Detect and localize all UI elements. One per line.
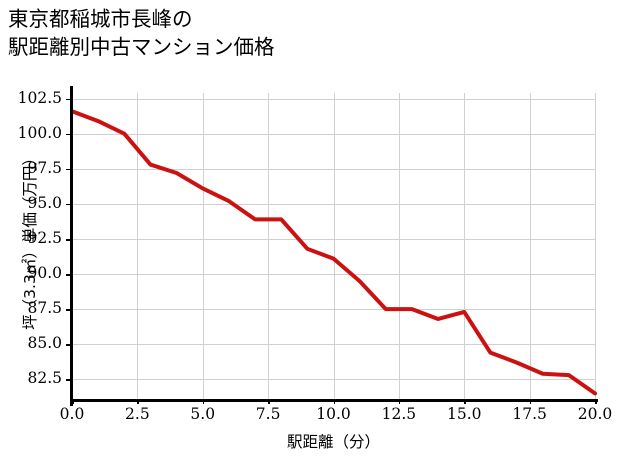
x-tick-label: 12.5 — [381, 405, 417, 423]
x-tick-mark — [268, 399, 270, 404]
y-tick-mark — [66, 203, 71, 206]
x-tick-label: 5.0 — [190, 405, 216, 423]
y-axis-title: 坪（3.3㎡）単価（万円） — [21, 150, 39, 330]
y-tick-mark — [66, 238, 71, 241]
x-tick-label: 2.5 — [125, 405, 150, 423]
y-tick-label: 97.5 — [27, 158, 62, 177]
data-series-svg — [70, 109, 597, 396]
y-tick-label: 87.5 — [27, 299, 62, 318]
y-tick-mark — [66, 309, 71, 311]
x-tick-mark — [529, 399, 532, 404]
y-tick-mark — [66, 133, 71, 136]
y-tick-mark — [66, 98, 71, 101]
y-tick-label: 92.5 — [27, 228, 62, 247]
plot-area — [70, 93, 597, 399]
x-tick-mark — [595, 399, 597, 404]
x-tick-mark — [398, 399, 401, 404]
x-tick-mark — [137, 399, 139, 404]
x-tick-label: 0.0 — [59, 405, 85, 423]
x-axis-title: 駅距離（分） — [286, 433, 380, 451]
gridline-vertical — [595, 93, 596, 399]
y-tick-label: 85.0 — [27, 334, 62, 353]
x-tick-mark — [333, 399, 336, 404]
x-tick-mark — [72, 399, 74, 404]
x-tick-mark — [202, 399, 205, 404]
y-tick-mark — [66, 274, 71, 276]
y-tick-mark — [66, 168, 71, 171]
y-tick-label: 100.0 — [17, 123, 62, 142]
x-tick-label: 10.0 — [316, 405, 351, 423]
series-line-tsubo-unit-price — [70, 109, 597, 396]
x-tick-label: 15.0 — [446, 405, 482, 423]
x-tick-label: 7.5 — [255, 405, 281, 423]
chart-title: 東京都稲城市長峰の 駅距離別中古マンション価格 — [8, 7, 275, 59]
y-tick-label: 102.5 — [17, 88, 62, 107]
y-tick-label: 82.5 — [27, 369, 62, 388]
x-tick-label: 20.0 — [577, 405, 613, 423]
y-tick-mark — [66, 379, 71, 381]
x-tick-mark — [464, 399, 466, 404]
y-tick-label: 90.0 — [27, 264, 62, 283]
y-tick-label: 95.0 — [27, 193, 62, 212]
x-tick-label: 17.5 — [512, 405, 547, 423]
y-tick-mark — [66, 344, 71, 346]
y-axis-spine — [70, 86, 73, 406]
